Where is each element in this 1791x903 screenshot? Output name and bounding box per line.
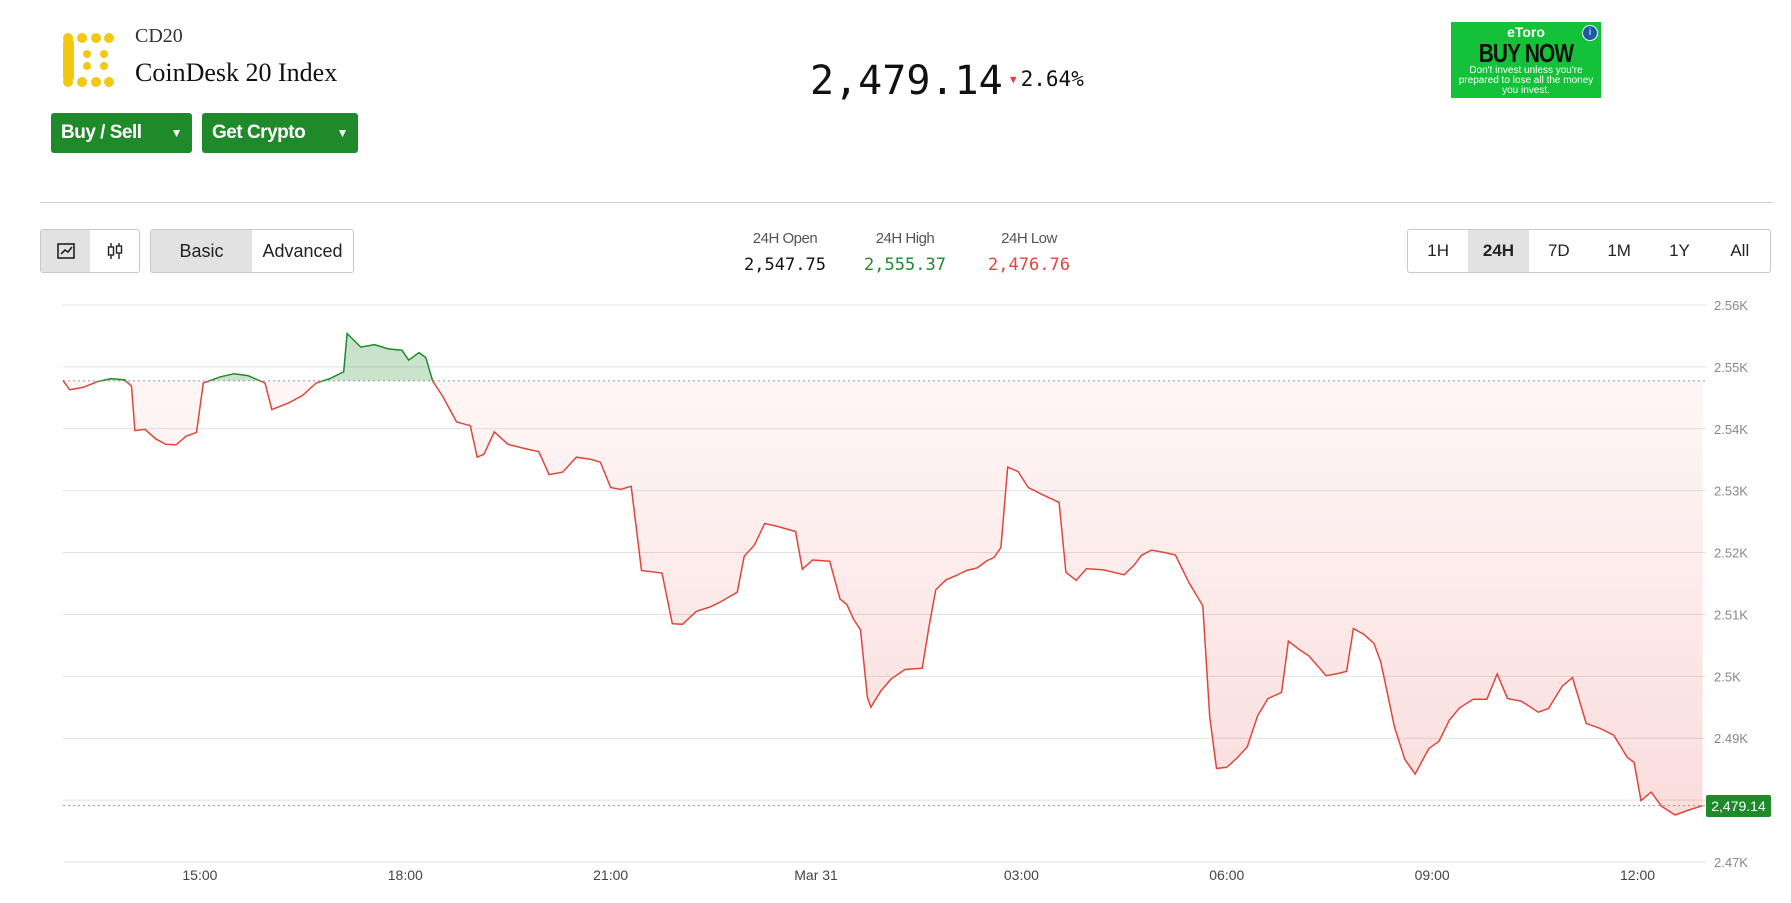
y-tick-label: 2.53K [1714,484,1748,499]
chevron-down-icon: ▼ [170,126,183,140]
chart-mode-toggle: Basic Advanced [150,229,354,273]
chart-type-toggle [40,229,140,273]
range-7d[interactable]: 7D [1547,241,1570,260]
y-tick-label: 2.49K [1714,731,1748,746]
price-line-up [62,331,434,381]
range-1h[interactable]: 1H [1427,241,1450,260]
line-chart-icon [56,243,75,259]
current-price: 2,479.14 [810,58,1003,104]
stat-high-value: 2,555.37 [864,255,946,275]
price-chart[interactable]: 2.56K 2.55K 2.54K 2.53K 2.52K 2.51K 2.5K 2.49K 2… [0,290,1791,903]
mode-advanced-button[interactable]: Advanced [262,240,343,261]
y-tick-label: 2.54K [1714,422,1748,437]
ad-headline: BUY NOW [1478,38,1574,68]
header-divider [40,202,1773,203]
range-1m[interactable]: 1M [1607,241,1631,260]
coindesk-logo [63,33,114,87]
y-tick-label: 2.5K [1714,669,1741,684]
price-change-pct: 2.64% [1020,67,1084,91]
price-change: ▼ 2.64% [1010,67,1084,91]
time-range-selector: 1H 24H 7D 1M 1Y All [1407,229,1771,273]
etoro-ad-banner[interactable]: eToro BUY NOW Don't invest unless you're… [1451,22,1601,98]
get-crypto-label: Get Crypto [212,122,306,143]
y-tick-label: 2.52K [1714,546,1748,561]
stat-24h-low: 24H Low 2,476.76 [973,230,1085,275]
y-tick-label: 2.51K [1714,607,1748,622]
buy-sell-label: Buy / Sell [61,122,142,143]
stat-open-value: 2,547.75 [744,255,826,275]
stat-high-label: 24H High [875,230,935,247]
range-all[interactable]: All [1730,241,1750,260]
range-24h[interactable]: 24H [1468,230,1529,272]
last-price-tag: 2,479.14 [1706,795,1771,817]
candlestick-icon [107,243,122,259]
price-line-down [62,380,1703,816]
y-axis-labels: 2.56K 2.55K 2.54K 2.53K 2.52K 2.51K 2.5K 2.49K 2… [1714,298,1748,870]
stat-24h-open: 24H Open 2,547.75 [730,230,840,275]
line-chart-button[interactable] [41,230,90,272]
x-tick-label: 09:00 [1415,867,1450,883]
down-arrow-icon: ▼ [1010,72,1017,86]
y-tick-label: 2.47K [1714,855,1748,870]
x-tick-label: 12:00 [1620,867,1655,883]
candlestick-chart-button[interactable] [90,230,139,272]
get-crypto-button[interactable]: Get Crypto ▼ [202,113,358,153]
mode-basic-button[interactable]: Basic [151,230,252,272]
ad-disclaimer: Don't invest unless you're prepared to l… [1458,65,1594,96]
x-tick-label: 06:00 [1209,867,1244,883]
x-tick-label: Mar 31 [794,867,838,883]
chevron-down-icon: ▼ [336,126,349,140]
x-tick-label: 03:00 [1004,867,1039,883]
index-ticker: CD20 [135,25,183,47]
buy-sell-button[interactable]: Buy / Sell ▼ [51,113,192,153]
stat-low-label: 24H Low [1001,230,1057,247]
area-below-open [63,380,1703,815]
y-tick-label: 2.56K [1714,298,1748,313]
x-tick-label: 21:00 [593,867,628,883]
index-name: CoinDesk 20 Index [135,58,338,87]
ad-brand: eToro [1507,24,1545,40]
x-tick-label: 15:00 [182,867,217,883]
stat-open-label: 24H Open [752,230,818,247]
stat-24h-high: 24H High 2,555.37 [850,230,960,275]
x-tick-label: 18:00 [388,867,423,883]
range-1y[interactable]: 1Y [1669,241,1690,260]
stat-low-value: 2,476.76 [988,255,1070,275]
info-icon[interactable]: i [1582,25,1598,41]
x-axis-labels: 15:00 18:00 21:00 Mar 31 03:00 06:00 09:00 12:0… [182,867,1655,883]
y-tick-label: 2.55K [1714,360,1748,375]
